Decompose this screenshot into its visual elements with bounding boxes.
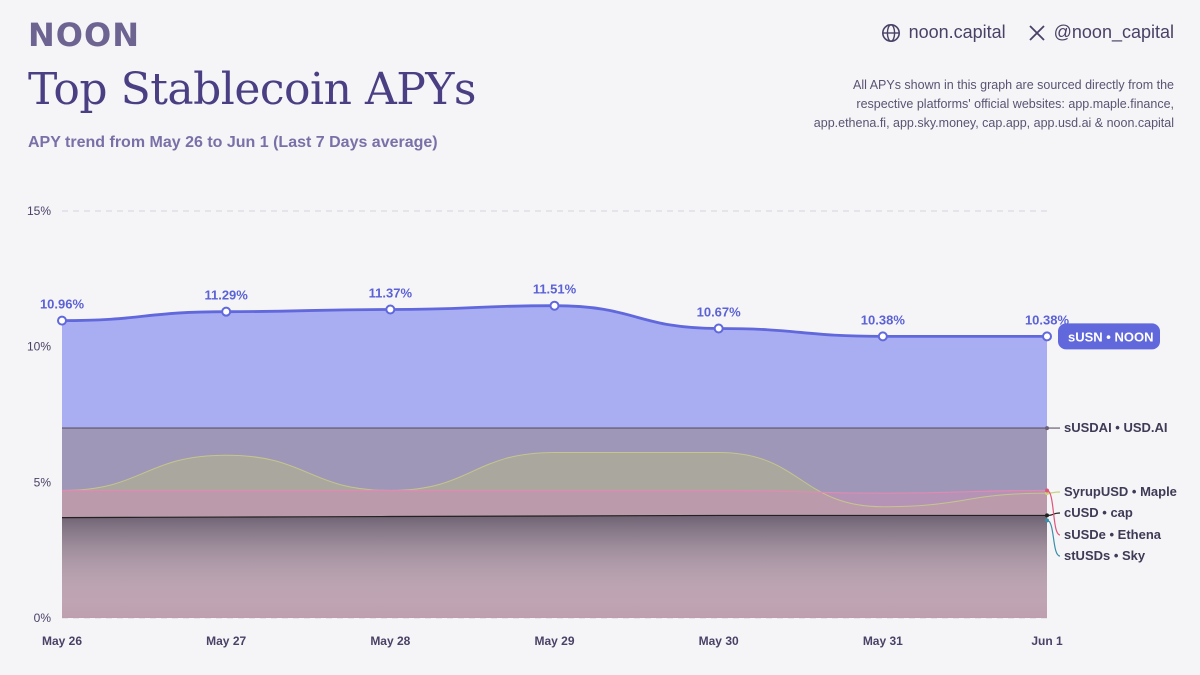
susn-point (57, 315, 67, 326)
susde-end-label: sUSDe • Ethena (1064, 527, 1162, 542)
y-tick-label: 5% (34, 475, 52, 489)
y-tick-label: 10% (27, 340, 51, 354)
chart-subtitle: APY trend from May 26 to Jun 1 (Last 7 D… (28, 134, 438, 151)
y-tick-label: 0% (34, 611, 52, 625)
susn-point (549, 300, 560, 311)
data-label: 10.67% (697, 304, 742, 319)
leader-line (1046, 519, 1061, 557)
data-label: 11.29% (204, 288, 248, 303)
data-label: 11.37% (369, 285, 413, 300)
x-tick-label: May 29 (534, 634, 574, 648)
noon-logo: NOON (28, 16, 140, 54)
end-point (1045, 513, 1049, 518)
line-cusd (61, 514, 1047, 519)
leader-line (1046, 489, 1061, 536)
end-point (1045, 426, 1049, 431)
susn-point (1042, 331, 1052, 342)
line-susde (61, 489, 1048, 494)
twitter-link[interactable]: @noon_capital (1028, 22, 1174, 43)
x-tick-label: Jun 1 (1031, 634, 1063, 648)
end-point (1045, 488, 1049, 493)
line-syrupusd (61, 451, 1048, 508)
susn-point (713, 323, 724, 334)
y-tick-label: 15% (27, 204, 51, 218)
twitter-handle: @noon_capital (1053, 22, 1174, 42)
data-label: 10.96% (40, 297, 85, 312)
x-tick-label: May 27 (206, 634, 246, 648)
x-tick-label: May 31 (863, 634, 903, 648)
x-logo-icon (1029, 24, 1045, 41)
header-links: noon.capital @noon_capital (881, 22, 1174, 43)
x-tick-label: May 28 (370, 634, 410, 648)
x-tick-label: May 26 (42, 634, 82, 648)
susdai-end-label: sUSDAI • USD.AI (1064, 420, 1168, 435)
globe-icon (881, 23, 900, 42)
susn-pill (1058, 323, 1160, 350)
data-label: 10.38% (861, 312, 906, 327)
area-cusd (62, 515, 1047, 618)
website-link[interactable]: noon.capital (881, 22, 1006, 43)
stusds-end-label: stUSDs • Sky (1064, 548, 1146, 563)
syrupusd-end-label: SyrupUSD • Maple (1064, 484, 1177, 499)
x-tick-label: May 30 (699, 634, 739, 648)
end-point (1045, 518, 1049, 523)
susn-end-label: sUSN • NOON (1068, 329, 1153, 344)
page-title: Top Stablecoin APYs (28, 64, 476, 115)
data-label: 10.38% (1025, 312, 1070, 327)
susn-point (877, 331, 888, 342)
cusd-end-label: cUSD • cap (1064, 505, 1133, 520)
website-text: noon.capital (908, 22, 1006, 42)
data-label: 11.51% (533, 282, 577, 297)
susn-point (221, 306, 232, 317)
source-note: All APYs shown in this graph are sourced… (813, 78, 1174, 130)
susn-point (385, 304, 396, 315)
